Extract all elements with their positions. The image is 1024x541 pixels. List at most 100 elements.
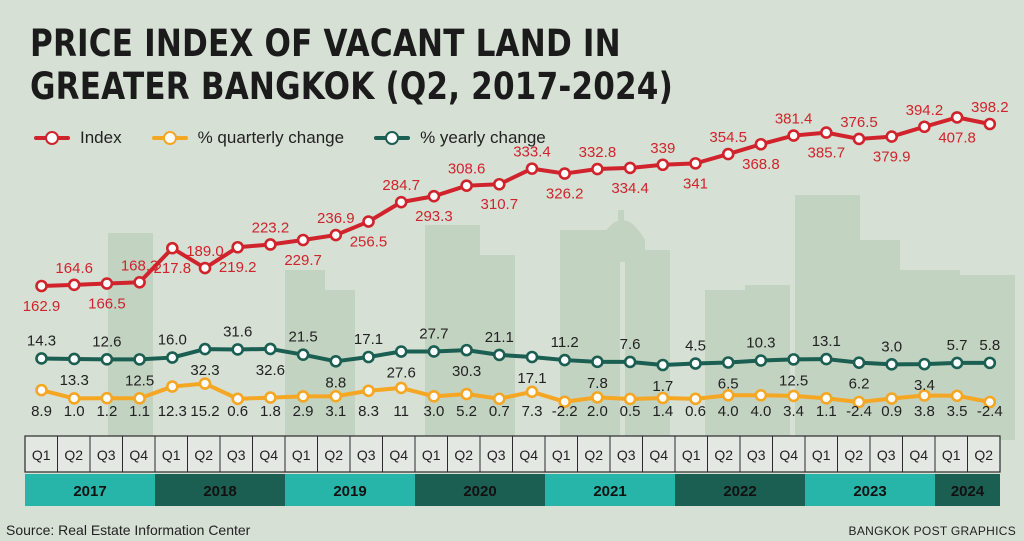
chart-title-line-2: GREATER BANGKOK (Q2, 2017-2024) [30, 65, 673, 108]
index-data-label-23: 368.8 [742, 156, 780, 173]
yearly-data-label-15: 21.1 [485, 329, 514, 346]
year-label-2022: 2022 [723, 483, 756, 500]
quarterly-data-label-24: 3.4 [783, 403, 804, 420]
source-note: Source: Real Estate Information Center [6, 522, 251, 538]
quarter-label-7: Q3 [227, 447, 246, 463]
index-data-label-2: 164.6 [55, 260, 93, 277]
index-point-7 [231, 240, 244, 254]
yearly-data-label-19: 7.6 [620, 336, 641, 353]
yearly-data-label-21: 4.5 [685, 338, 706, 355]
year-label-2017: 2017 [73, 483, 106, 500]
quarterly-point-7 [231, 392, 244, 406]
index-point-8 [264, 238, 277, 251]
year-band-2018 [155, 474, 285, 506]
yearly-data-label-17: 11.2 [551, 334, 579, 351]
index-point-30 [983, 117, 997, 131]
yearly-data-label-24: 12.5 [779, 372, 808, 389]
index-data-label-11: 256.5 [350, 234, 388, 251]
quarter-label-19: Q3 [617, 447, 636, 463]
index-point-12 [394, 195, 408, 209]
index-point-21 [689, 157, 702, 170]
yearly-point-7 [231, 343, 244, 356]
quarterly-point-15 [492, 392, 506, 406]
index-data-label-15: 310.7 [481, 196, 519, 213]
yearly-data-label-6: 32.3 [190, 362, 219, 379]
yearly-point-30 [983, 356, 997, 370]
yearly-data-label-3: 12.6 [92, 333, 121, 350]
yearly-data-label-4: 12.5 [125, 372, 154, 389]
yearly-point-8 [264, 342, 277, 356]
quarterly-data-label-19: 0.5 [620, 403, 641, 420]
index-data-label-19: 334.4 [611, 180, 649, 197]
quarterly-point-22 [721, 388, 735, 402]
quarter-label-27: Q3 [877, 447, 896, 463]
year-label-2021: 2021 [593, 483, 626, 500]
quarterly-data-label-4: 1.1 [129, 403, 150, 420]
index-point-20 [656, 158, 670, 172]
skyline-building-6 [625, 250, 670, 440]
quarter-label-29: Q1 [942, 447, 961, 463]
quarter-label-13: Q1 [422, 447, 441, 463]
skyline-dome [600, 220, 645, 262]
index-point-15 [492, 177, 506, 191]
yearly-point-28 [918, 357, 931, 371]
skyline-spire [618, 210, 624, 240]
year-label-2024: 2024 [951, 483, 985, 500]
quarterly-point-10 [329, 389, 343, 403]
quarter-label-23: Q3 [747, 447, 766, 463]
quarter-label-17: Q1 [552, 447, 571, 463]
quarterly-point-24 [787, 389, 800, 403]
index-data-label-27: 379.9 [873, 149, 911, 166]
quarter-label-2: Q2 [64, 447, 83, 463]
quarterly-data-label-11: 8.3 [358, 403, 379, 420]
series-layer: 8.9 1.0 1.2 1.1 12.3 15.2 0.6 1.8 2.9 3.1 8.3 11 3.0… [23, 99, 1009, 420]
quarterly-data-label-25: 1.1 [816, 403, 837, 420]
yearly-point-27 [885, 358, 899, 371]
index-point-5 [166, 241, 179, 255]
index-point-4 [133, 275, 146, 289]
index-point-27 [885, 130, 899, 143]
quarterly-point-17 [558, 395, 572, 409]
quarterly-point-4 [133, 392, 146, 405]
quarter-label-28: Q4 [909, 447, 928, 463]
yearly-point-20 [656, 358, 670, 372]
quarterly-data-label-30: -2.4 [977, 403, 1003, 420]
yearly-point-13 [427, 345, 441, 358]
skyline-building-10 [860, 240, 900, 440]
index-data-label-14: 308.6 [448, 161, 486, 178]
quarterly-point-23 [754, 388, 768, 402]
index-data-label-1: 162.9 [23, 298, 61, 315]
quarter-label-14: Q2 [454, 447, 473, 463]
quarter-label-20: Q4 [649, 447, 668, 463]
index-point-2 [67, 278, 81, 292]
quarterly-data-label-6: 15.2 [190, 403, 219, 420]
yearly-data-label-9: 21.5 [288, 329, 317, 346]
yearly-data-label-22: 6.5 [718, 376, 739, 393]
quarter-label-25: Q1 [812, 447, 831, 463]
quarter-label-15: Q3 [487, 447, 506, 463]
quarterly-point-13 [427, 390, 441, 403]
yearly-point-18 [591, 355, 604, 369]
quarterly-data-label-12: 11 [393, 403, 409, 420]
index-data-label-12: 284.7 [382, 177, 420, 194]
yearly-data-label-7: 31.6 [223, 323, 252, 340]
quarterly-data-label-29: 3.5 [947, 403, 968, 420]
yearly-data-label-20: 1.7 [652, 378, 673, 395]
skyline-building-13 [108, 233, 153, 440]
skyline-building-4 [480, 255, 515, 440]
skyline-background [108, 195, 1015, 440]
quarterly-point-9 [296, 390, 310, 403]
yearly-data-label-2: 13.3 [60, 372, 89, 389]
index-data-label-29: 407.8 [938, 129, 976, 146]
yearly-data-label-28: 3.4 [914, 377, 935, 394]
yearly-data-label-27: 3.0 [881, 338, 902, 355]
quarterly-data-label-18: 2.0 [587, 403, 608, 420]
chart-title: PRICE INDEX OF VACANT LAND IN GREATER BA… [30, 22, 673, 108]
yearly-point-3 [100, 353, 114, 366]
index-point-13 [427, 189, 441, 203]
legend-swatch-index [34, 131, 70, 145]
yearly-point-1 [35, 352, 48, 365]
quarterly-point-8 [264, 391, 277, 404]
quarterly-data-label-20: 1.4 [652, 403, 673, 420]
graphics-credit: BANGKOK POST GRAPHICS [848, 524, 1016, 538]
